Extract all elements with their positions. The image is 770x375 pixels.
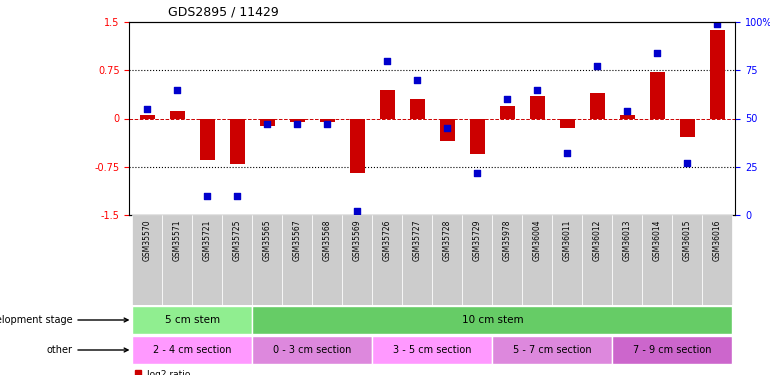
Bar xyxy=(433,215,462,305)
Bar xyxy=(582,215,612,305)
Bar xyxy=(672,215,702,305)
Text: 10 cm stem: 10 cm stem xyxy=(461,315,523,325)
Text: GSM36011: GSM36011 xyxy=(563,219,572,261)
Point xyxy=(441,125,454,131)
Bar xyxy=(343,215,373,305)
Text: GSM36012: GSM36012 xyxy=(593,219,602,261)
Text: GDS2895 / 11429: GDS2895 / 11429 xyxy=(168,5,279,18)
Point xyxy=(531,87,544,93)
Text: 2 - 4 cm section: 2 - 4 cm section xyxy=(153,345,232,355)
Bar xyxy=(612,215,642,305)
Text: 7 - 9 cm section: 7 - 9 cm section xyxy=(633,345,711,355)
Text: GSM35727: GSM35727 xyxy=(413,219,422,261)
Text: GSM35571: GSM35571 xyxy=(172,219,182,261)
Bar xyxy=(650,72,665,118)
Bar xyxy=(373,215,403,305)
Bar xyxy=(200,118,215,160)
Bar xyxy=(552,215,582,305)
Bar xyxy=(410,99,425,118)
Bar xyxy=(500,106,515,118)
Point xyxy=(591,63,604,69)
Bar xyxy=(492,215,522,305)
Point xyxy=(321,121,333,127)
Bar xyxy=(253,336,373,364)
Text: GSM35726: GSM35726 xyxy=(383,219,392,261)
Legend: log2 ratio, percentile rank within the sample: log2 ratio, percentile rank within the s… xyxy=(134,369,300,375)
Bar xyxy=(560,118,575,128)
Bar xyxy=(192,215,223,305)
Point xyxy=(501,96,514,102)
Text: GSM35721: GSM35721 xyxy=(203,219,212,261)
Point xyxy=(381,58,393,64)
Bar xyxy=(162,215,192,305)
Bar xyxy=(403,215,433,305)
Bar xyxy=(380,90,395,118)
Point xyxy=(651,50,664,56)
Bar xyxy=(253,306,732,334)
Text: GSM36014: GSM36014 xyxy=(653,219,662,261)
Bar xyxy=(440,118,455,141)
Bar xyxy=(259,118,275,126)
Bar xyxy=(620,115,634,118)
Bar xyxy=(350,118,365,173)
Text: 0 - 3 cm section: 0 - 3 cm section xyxy=(273,345,352,355)
Text: 5 cm stem: 5 cm stem xyxy=(165,315,220,325)
Bar xyxy=(223,215,253,305)
Bar xyxy=(320,118,335,122)
Point xyxy=(681,160,694,166)
Point xyxy=(261,121,273,127)
Text: GSM36015: GSM36015 xyxy=(683,219,692,261)
Bar xyxy=(290,118,305,122)
Point xyxy=(351,208,363,214)
Bar xyxy=(313,215,343,305)
Point xyxy=(471,170,484,176)
Point xyxy=(201,193,213,199)
Bar xyxy=(373,336,492,364)
Bar xyxy=(680,118,695,136)
Point xyxy=(141,106,153,112)
Text: 3 - 5 cm section: 3 - 5 cm section xyxy=(393,345,471,355)
Bar xyxy=(132,215,162,305)
Bar xyxy=(462,215,492,305)
Point xyxy=(291,121,303,127)
Text: GSM35570: GSM35570 xyxy=(143,219,152,261)
Bar xyxy=(283,215,313,305)
Text: GSM36004: GSM36004 xyxy=(533,219,542,261)
Text: 5 - 7 cm section: 5 - 7 cm section xyxy=(513,345,591,355)
Bar xyxy=(702,215,732,305)
Text: GSM35725: GSM35725 xyxy=(233,219,242,261)
Point xyxy=(561,150,574,156)
Bar xyxy=(132,336,253,364)
Bar xyxy=(642,215,672,305)
Text: GSM35565: GSM35565 xyxy=(263,219,272,261)
Text: GSM36013: GSM36013 xyxy=(623,219,632,261)
Bar xyxy=(140,115,155,118)
Bar xyxy=(710,30,725,118)
Point xyxy=(621,108,634,114)
Bar xyxy=(132,306,253,334)
Bar xyxy=(470,118,485,154)
Text: GSM35728: GSM35728 xyxy=(443,219,452,261)
Point xyxy=(411,77,424,83)
Bar xyxy=(612,336,732,364)
Text: GSM35569: GSM35569 xyxy=(353,219,362,261)
Point xyxy=(231,193,243,199)
Bar xyxy=(530,96,545,118)
Bar xyxy=(492,336,612,364)
Text: other: other xyxy=(46,345,128,355)
Point xyxy=(171,87,183,93)
Point xyxy=(711,21,724,27)
Bar xyxy=(170,111,185,118)
Bar xyxy=(522,215,552,305)
Bar xyxy=(590,93,605,118)
Text: GSM35567: GSM35567 xyxy=(293,219,302,261)
Text: GSM36016: GSM36016 xyxy=(713,219,721,261)
Text: GSM35568: GSM35568 xyxy=(323,219,332,261)
Bar xyxy=(253,215,283,305)
Text: GSM35978: GSM35978 xyxy=(503,219,512,261)
Text: GSM35729: GSM35729 xyxy=(473,219,482,261)
Text: development stage: development stage xyxy=(0,315,128,325)
Bar xyxy=(230,118,245,164)
